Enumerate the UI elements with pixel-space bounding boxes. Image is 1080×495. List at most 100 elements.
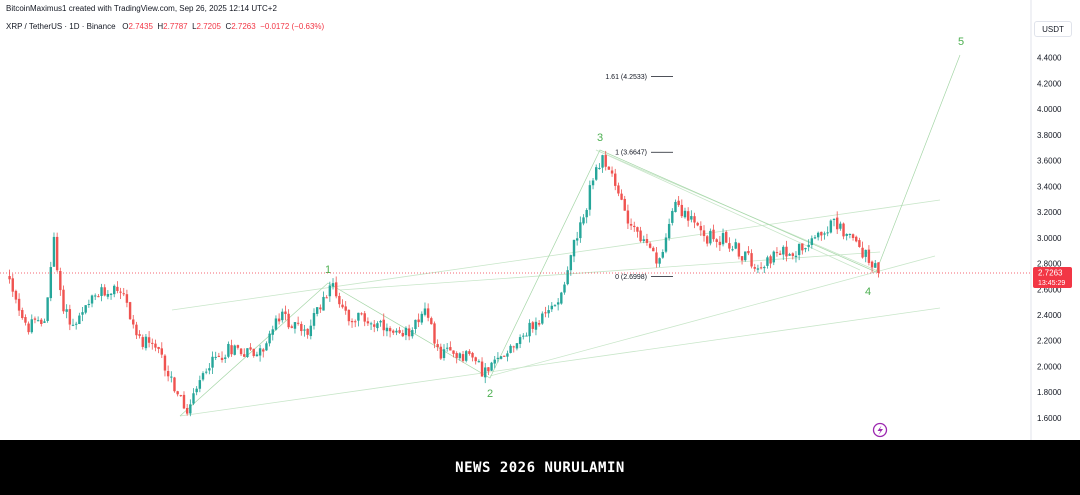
- candle-body: [166, 371, 170, 377]
- candle-body: [385, 327, 389, 332]
- candle-body: [522, 335, 525, 337]
- candle-body: [125, 294, 129, 303]
- candles: [8, 150, 880, 417]
- candle-body: [46, 297, 49, 321]
- candle-body: [303, 329, 306, 331]
- last-price-tag: [1033, 267, 1072, 288]
- candle-body: [598, 167, 601, 169]
- candle-body: [785, 246, 788, 257]
- candle-body: [648, 243, 652, 248]
- price-tick: 1.6000: [1037, 414, 1062, 423]
- candle-body: [90, 295, 94, 304]
- candle-body: [826, 232, 829, 234]
- candle-body: [436, 344, 439, 348]
- candle-body: [496, 357, 500, 359]
- candle-body: [452, 350, 455, 354]
- candle-body: [116, 286, 119, 291]
- candle-body: [71, 324, 75, 326]
- candle-body: [541, 313, 544, 324]
- candle-body: [379, 320, 382, 323]
- candle-body: [671, 210, 674, 223]
- candle-body: [851, 234, 855, 238]
- candle-body: [474, 357, 477, 362]
- candle-body: [560, 292, 563, 304]
- price-tick: 2.0000: [1037, 362, 1062, 371]
- candle-body: [14, 290, 18, 300]
- candle-body: [645, 238, 649, 243]
- change-value: −0.0172 (−0.63%): [260, 22, 325, 31]
- candle-body: [43, 321, 46, 323]
- fib-label: 1.61 (4.2533): [605, 74, 647, 81]
- candle-body: [747, 250, 750, 254]
- candle-body: [655, 252, 658, 264]
- candle-body: [103, 287, 106, 296]
- candle-body: [731, 249, 734, 251]
- candle-body: [328, 285, 332, 297]
- wave-lines: [179, 54, 961, 417]
- candle-body: [569, 255, 573, 271]
- candle-body: [230, 345, 233, 355]
- wave-label-1: 1: [325, 264, 331, 276]
- low-label: L: [192, 22, 197, 31]
- price-tick: 1.8000: [1037, 388, 1062, 397]
- candle-body: [338, 295, 341, 305]
- candle-body: [718, 241, 722, 246]
- candle-body: [572, 239, 576, 257]
- symbol-name[interactable]: XRP / TetherUS · 1D · Binance: [6, 22, 116, 31]
- candle-body: [832, 218, 836, 220]
- channel-lines: [171, 149, 941, 417]
- candle-body: [725, 231, 728, 243]
- candle-body: [87, 303, 91, 305]
- candle-body: [382, 319, 385, 331]
- candle-body: [848, 233, 852, 235]
- candle-body: [388, 328, 392, 332]
- candle-body: [804, 247, 807, 250]
- candle-body: [27, 323, 30, 333]
- candle-body: [135, 324, 138, 336]
- candle-body: [464, 351, 468, 361]
- candle-body: [208, 368, 211, 371]
- candle-body: [477, 361, 481, 363]
- candle-body: [33, 318, 37, 320]
- candle-body: [249, 347, 252, 350]
- candle-body: [312, 313, 316, 326]
- candle-body: [807, 244, 810, 247]
- candle-body: [274, 318, 278, 330]
- candle-body: [877, 262, 880, 273]
- candle-body: [290, 326, 294, 328]
- candle-body: [842, 223, 845, 237]
- candle-body: [531, 322, 534, 329]
- candle-body: [128, 302, 132, 320]
- candle-body: [636, 227, 639, 232]
- candle-body: [417, 319, 420, 323]
- candle-body: [775, 252, 779, 254]
- price-tick: 4.0000: [1037, 105, 1062, 114]
- candle-body: [835, 217, 839, 230]
- candle-body: [721, 233, 725, 245]
- candle-body: [753, 267, 756, 269]
- candle-body: [52, 236, 56, 267]
- flash-icon[interactable]: [872, 422, 888, 438]
- candle-body: [556, 302, 560, 305]
- candle-body: [211, 356, 214, 368]
- candle-body: [119, 291, 122, 293]
- candle-body: [490, 362, 493, 371]
- candle-body: [629, 223, 633, 226]
- candle-body: [163, 355, 167, 371]
- candle-body: [744, 251, 747, 261]
- candle-body: [65, 309, 68, 312]
- candle-body: [296, 322, 300, 324]
- candle-body: [870, 261, 874, 268]
- candle-body: [74, 323, 78, 325]
- currency-button[interactable]: USDT: [1034, 21, 1072, 37]
- price-axis[interactable]: 4.4000 4.2000 4.0000 3.8000 3.6000 3.4000 3.20…: [1037, 54, 1062, 423]
- chart-area[interactable]: BitcoinMaximus1 created with TradingView…: [0, 0, 1080, 440]
- candle-body: [106, 293, 110, 297]
- candle-body: [277, 318, 281, 322]
- candle-body: [563, 284, 566, 293]
- candle-body: [759, 267, 763, 269]
- candle-body: [11, 278, 14, 292]
- price-chart[interactable]: 1.61 (4.2533)1 (3.6647)0 (2.6998) 12345 …: [0, 0, 1080, 440]
- candle-body: [109, 293, 113, 295]
- candle-body: [281, 311, 284, 321]
